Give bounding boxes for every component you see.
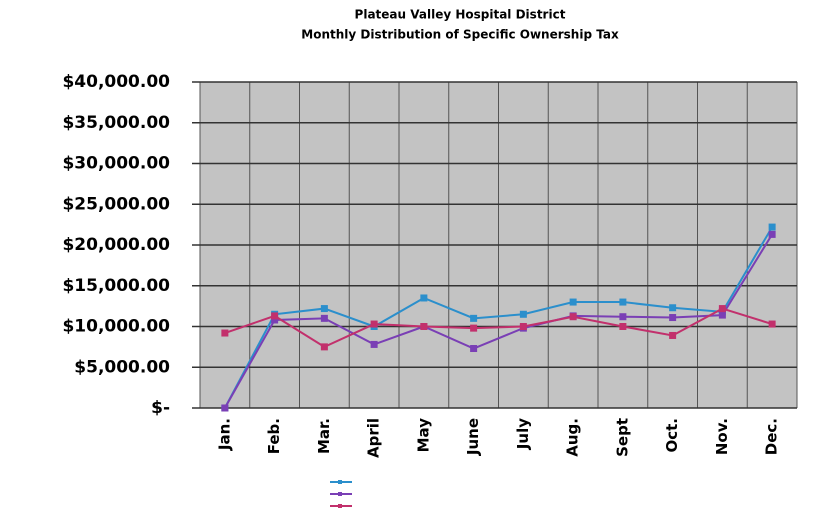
legend-marker [338, 480, 342, 484]
point [619, 313, 627, 321]
series-line [223, 226, 773, 409]
x-tick-label: Mar. [315, 418, 333, 454]
point [569, 298, 577, 306]
point [470, 324, 478, 332]
point [669, 314, 677, 322]
series-line [224, 307, 773, 349]
legend-marker [338, 492, 342, 496]
point [470, 314, 478, 322]
y-tick-label: $- [151, 398, 170, 418]
x-tick-label: July [514, 418, 532, 450]
y-tick-label: $40,000.00 [62, 72, 170, 92]
point [221, 329, 229, 337]
y-tick-label: $10,000.00 [62, 317, 170, 337]
point [718, 311, 726, 319]
x-tick-label: Oct. [663, 418, 681, 453]
point [221, 404, 229, 412]
point [271, 312, 279, 320]
x-tick-label: Feb. [265, 418, 283, 454]
x-tick-label: April [365, 418, 383, 458]
x-tick-label: Sept [613, 418, 631, 457]
point [420, 294, 428, 302]
point [669, 304, 677, 312]
y-tick-label: $25,000.00 [62, 194, 170, 214]
chart-subtitle: Monthly Distribution of Specific Ownersh… [301, 28, 619, 42]
point [669, 331, 677, 339]
point [619, 323, 627, 330]
y-tick-label: $20,000.00 [62, 235, 170, 255]
point [320, 343, 328, 351]
point [768, 320, 776, 328]
x-tick-label: June [464, 418, 482, 456]
point [519, 310, 527, 318]
chart-title: Plateau Valley Hospital District [355, 8, 566, 22]
point [519, 323, 527, 330]
legend-marker [338, 504, 342, 508]
point [271, 316, 279, 324]
y-tick-label: $15,000.00 [62, 276, 170, 296]
series-line [224, 233, 773, 409]
point [718, 305, 726, 313]
x-tick-label: Aug. [564, 418, 582, 457]
y-tick-label: $30,000.00 [62, 154, 170, 174]
point [470, 345, 478, 353]
y-tick-label: $5,000.00 [74, 357, 170, 377]
point [320, 314, 328, 322]
point [370, 320, 378, 328]
point [320, 305, 328, 313]
point [569, 313, 577, 321]
point [768, 223, 776, 231]
y-tick-label: $35,000.00 [62, 113, 170, 133]
x-tick-label: Dec. [763, 418, 781, 455]
x-tick-label: May [414, 418, 432, 453]
x-tick-label: Jan. [215, 418, 233, 451]
point [619, 298, 627, 306]
x-tick-label: Nov. [713, 418, 731, 455]
point [768, 230, 776, 238]
point [420, 323, 428, 330]
point [370, 340, 378, 348]
